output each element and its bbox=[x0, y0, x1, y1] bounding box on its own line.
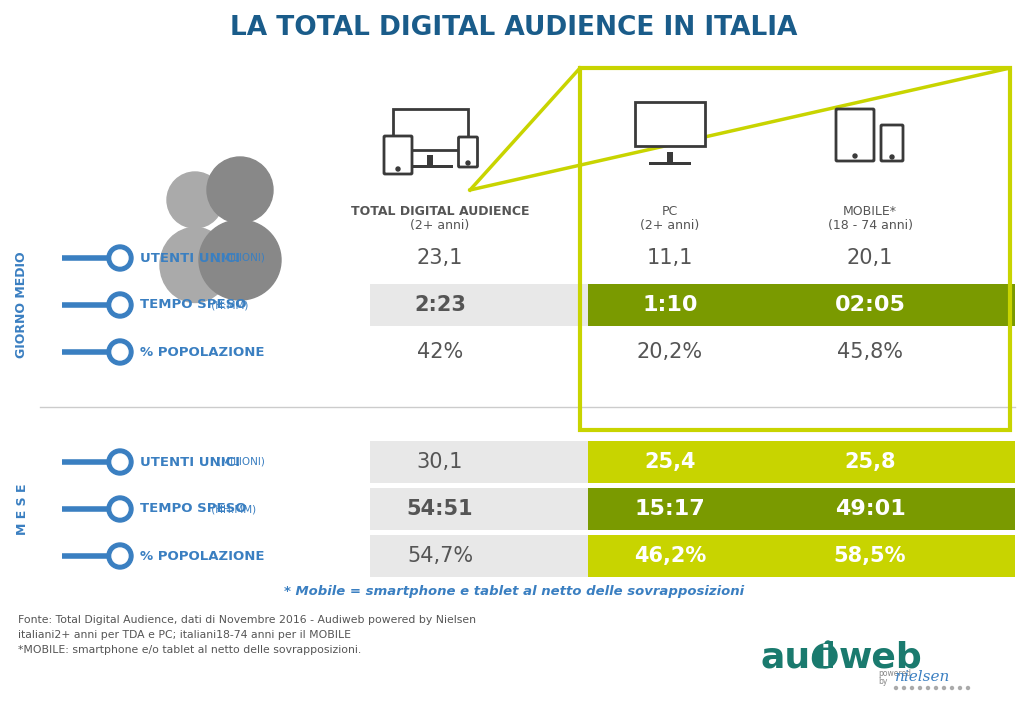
Text: TEMPO SPESO: TEMPO SPESO bbox=[140, 298, 247, 312]
Text: web: web bbox=[839, 641, 923, 675]
Circle shape bbox=[112, 250, 128, 266]
Text: i: i bbox=[820, 644, 830, 672]
Text: 42%: 42% bbox=[417, 342, 464, 362]
Text: (2+ anni): (2+ anni) bbox=[640, 219, 700, 232]
Circle shape bbox=[112, 344, 128, 360]
Text: 1:10: 1:10 bbox=[642, 295, 698, 315]
Text: *MOBILE: smartphone e/o tablet al netto delle sovrapposizioni.: *MOBILE: smartphone e/o tablet al netto … bbox=[19, 645, 361, 655]
Text: TEMPO SPESO: TEMPO SPESO bbox=[140, 503, 247, 515]
Circle shape bbox=[107, 543, 133, 569]
Bar bbox=[370, 535, 588, 577]
Text: 20,2%: 20,2% bbox=[637, 342, 703, 362]
Text: 25,4: 25,4 bbox=[645, 452, 696, 472]
Text: 45,8%: 45,8% bbox=[837, 342, 903, 362]
Text: nielsen: nielsen bbox=[895, 670, 950, 684]
Text: M E S E: M E S E bbox=[15, 484, 29, 535]
Bar bbox=[667, 152, 673, 164]
Text: 2:23: 2:23 bbox=[414, 295, 466, 315]
Text: aud: aud bbox=[760, 641, 836, 675]
Text: * Mobile = smartphone e tablet al netto delle sovrapposizioni: * Mobile = smartphone e tablet al netto … bbox=[284, 586, 744, 599]
FancyBboxPatch shape bbox=[393, 109, 468, 150]
Circle shape bbox=[466, 161, 470, 165]
Circle shape bbox=[825, 641, 831, 647]
Text: 54:51: 54:51 bbox=[407, 499, 473, 519]
Text: GIORNO MEDIO: GIORNO MEDIO bbox=[15, 251, 29, 359]
Bar bbox=[370, 441, 588, 483]
Circle shape bbox=[958, 687, 961, 689]
Text: 30,1: 30,1 bbox=[416, 452, 464, 472]
Text: PC: PC bbox=[662, 205, 678, 218]
Bar bbox=[588, 488, 1015, 530]
Circle shape bbox=[112, 454, 128, 470]
Circle shape bbox=[112, 297, 128, 313]
Bar bbox=[588, 441, 1015, 483]
Ellipse shape bbox=[199, 220, 281, 300]
Bar bbox=[427, 155, 433, 167]
Bar bbox=[580, 68, 1009, 430]
Circle shape bbox=[107, 496, 133, 522]
Circle shape bbox=[943, 687, 946, 689]
Bar bbox=[588, 284, 1015, 326]
Circle shape bbox=[966, 687, 969, 689]
Text: 58,5%: 58,5% bbox=[834, 546, 907, 566]
Circle shape bbox=[903, 687, 906, 689]
Bar bbox=[407, 165, 452, 168]
Text: 23,1: 23,1 bbox=[416, 248, 464, 268]
Text: italiani2+ anni per TDA e PC; italiani18-74 anni per il MOBILE: italiani2+ anni per TDA e PC; italiani18… bbox=[19, 630, 351, 640]
Text: 20,1: 20,1 bbox=[847, 248, 893, 268]
Text: Fonte: Total Digital Audience, dati di Novembre 2016 - Audiweb powered by Nielse: Fonte: Total Digital Audience, dati di N… bbox=[19, 615, 476, 625]
Circle shape bbox=[107, 339, 133, 365]
Text: 11,1: 11,1 bbox=[647, 248, 693, 268]
Text: (HH:MM): (HH:MM) bbox=[209, 504, 256, 514]
Ellipse shape bbox=[160, 227, 230, 302]
Bar bbox=[649, 162, 691, 165]
Text: 46,2%: 46,2% bbox=[634, 546, 706, 566]
Circle shape bbox=[207, 157, 273, 223]
Circle shape bbox=[813, 644, 837, 668]
Text: 54,7%: 54,7% bbox=[407, 546, 473, 566]
Text: (MILIONI): (MILIONI) bbox=[215, 457, 265, 467]
Bar bbox=[588, 535, 1015, 577]
Text: (MILIONI): (MILIONI) bbox=[215, 253, 265, 263]
FancyBboxPatch shape bbox=[635, 102, 705, 146]
Text: (18 - 74 anni): (18 - 74 anni) bbox=[828, 219, 913, 232]
Text: powered: powered bbox=[878, 669, 911, 677]
Text: 25,8: 25,8 bbox=[844, 452, 895, 472]
Circle shape bbox=[934, 687, 938, 689]
Text: 49:01: 49:01 bbox=[835, 499, 906, 519]
FancyBboxPatch shape bbox=[458, 137, 477, 167]
Bar bbox=[370, 284, 588, 326]
Circle shape bbox=[107, 245, 133, 271]
Bar bbox=[370, 488, 588, 530]
Text: by: by bbox=[878, 677, 887, 687]
Circle shape bbox=[396, 167, 400, 171]
FancyBboxPatch shape bbox=[881, 125, 903, 161]
Text: % POPOLAZIONE: % POPOLAZIONE bbox=[140, 550, 264, 562]
Text: LA TOTAL DIGITAL AUDIENCE IN ITALIA: LA TOTAL DIGITAL AUDIENCE IN ITALIA bbox=[230, 15, 798, 41]
FancyBboxPatch shape bbox=[836, 109, 874, 161]
Text: % POPOLAZIONE: % POPOLAZIONE bbox=[140, 346, 264, 359]
Circle shape bbox=[951, 687, 954, 689]
Circle shape bbox=[890, 155, 894, 159]
Text: 02:05: 02:05 bbox=[835, 295, 906, 315]
Text: MOBILE*: MOBILE* bbox=[843, 205, 897, 218]
Text: TOTAL DIGITAL AUDIENCE: TOTAL DIGITAL AUDIENCE bbox=[351, 205, 529, 218]
Circle shape bbox=[107, 449, 133, 475]
Circle shape bbox=[112, 501, 128, 517]
Text: UTENTI UNICI: UTENTI UNICI bbox=[140, 456, 240, 469]
Text: (H:MM): (H:MM) bbox=[209, 300, 249, 310]
FancyBboxPatch shape bbox=[384, 136, 412, 174]
Circle shape bbox=[894, 687, 897, 689]
Circle shape bbox=[167, 172, 223, 228]
Circle shape bbox=[926, 687, 929, 689]
Circle shape bbox=[918, 687, 921, 689]
Text: (2+ anni): (2+ anni) bbox=[410, 219, 470, 232]
Circle shape bbox=[853, 154, 857, 158]
Circle shape bbox=[107, 292, 133, 318]
Text: UTENTI UNICI: UTENTI UNICI bbox=[140, 251, 240, 265]
Circle shape bbox=[112, 548, 128, 564]
Text: 15:17: 15:17 bbox=[634, 499, 705, 519]
Circle shape bbox=[911, 687, 914, 689]
